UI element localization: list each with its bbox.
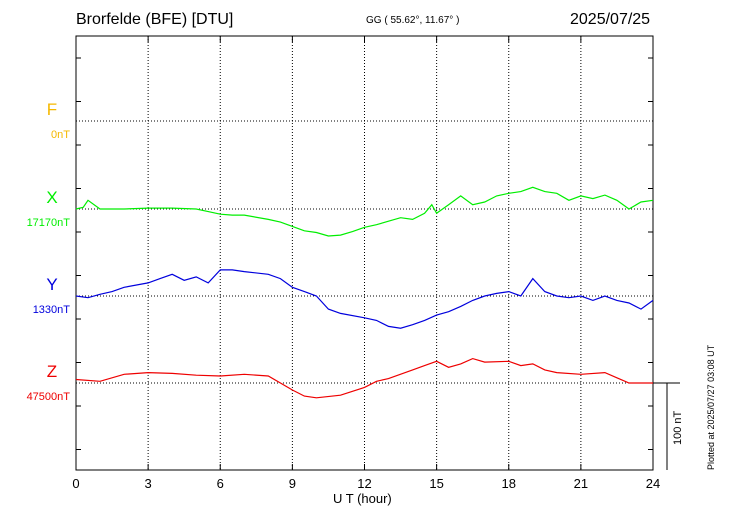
channel-name-z: Z	[47, 362, 57, 381]
trace-x	[75, 186, 654, 237]
channel-name-f: F	[47, 100, 57, 119]
channel-labels: F 0nT X 17170nT Y 1330nT Z 47500nT	[27, 100, 71, 403]
x-tick-label: 15	[429, 476, 443, 491]
scale-label: 100 nT	[672, 410, 684, 445]
x-tick-label: 6	[217, 476, 224, 491]
x-tick-label: 3	[145, 476, 152, 491]
x-tick-label: 0	[72, 476, 79, 491]
grid	[76, 36, 653, 470]
channel-baseline-f: 0nT	[51, 129, 70, 141]
channel-baseline-y: 1330nT	[33, 304, 71, 316]
channel-name-x: X	[46, 188, 57, 207]
plotted-timestamp: Plotted at 2025/07/27 03:08 UT	[706, 344, 716, 470]
coordinates: GG ( 55.62°, 11.67° )	[366, 15, 460, 26]
x-axis: 0 3 6 9 12 15 18 21 24	[72, 36, 660, 491]
channel-baseline-x: 17170nT	[27, 217, 71, 229]
x-axis-label: U T (hour)	[333, 491, 392, 506]
x-tick-label: 9	[289, 476, 296, 491]
traces	[75, 186, 654, 399]
station-title: Brorfelde (BFE) [DTU]	[76, 11, 234, 28]
x-tick-label: 18	[502, 476, 516, 491]
trace-y	[75, 269, 654, 329]
scale-bar	[653, 382, 680, 470]
x-tick-label: 24	[646, 476, 660, 491]
date-label: 2025/07/25	[570, 11, 651, 28]
channel-baseline-z: 47500nT	[27, 391, 71, 403]
x-tick-label: 12	[357, 476, 371, 491]
trace-z	[75, 357, 653, 399]
x-tick-label: 21	[574, 476, 588, 491]
channel-name-y: Y	[46, 275, 57, 294]
